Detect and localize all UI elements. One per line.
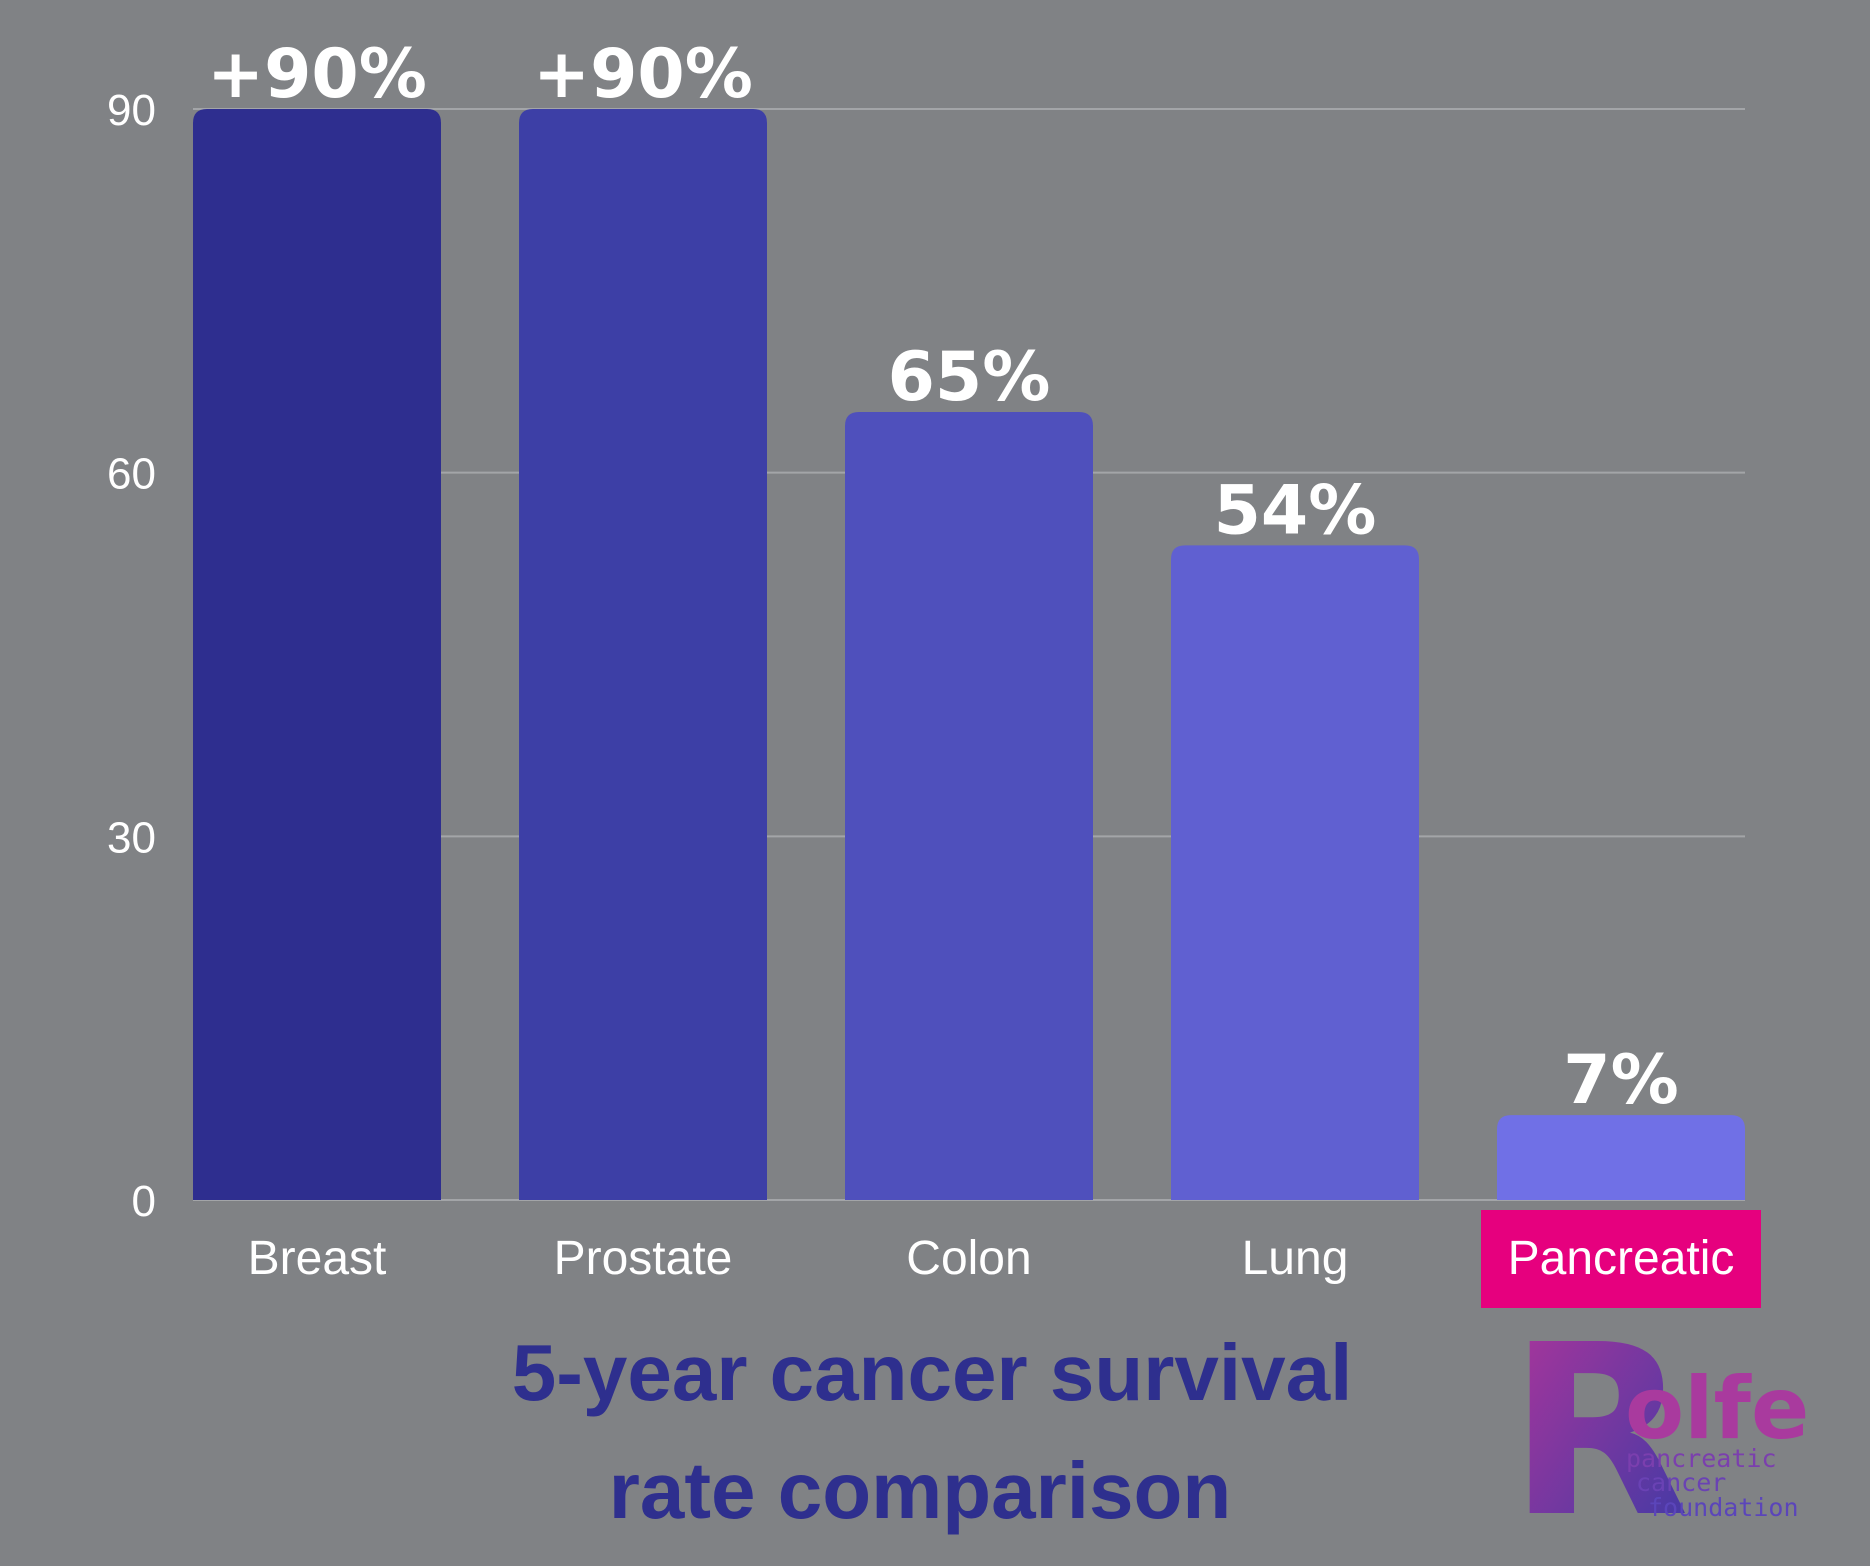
x-tick-label-breast: Breast <box>248 1232 387 1285</box>
x-tick-label-prostate: Prostate <box>554 1232 733 1285</box>
logo-word: olfe <box>1625 1359 1809 1459</box>
bar-lung <box>1171 545 1419 1200</box>
data-label-breast: +90% <box>207 35 427 114</box>
logo-tagline-3: foundation <box>1648 1493 1799 1522</box>
logo-letter: R <box>1508 1294 1690 1566</box>
data-label-prostate: +90% <box>533 35 753 114</box>
chart-title-line-2: rate comparison <box>609 1446 1231 1535</box>
bar-colon <box>845 412 1093 1200</box>
bar-breast <box>193 109 441 1200</box>
y-tick-label: 30 <box>107 813 156 862</box>
x-tick-label-pancreatic: Pancreatic <box>1508 1232 1735 1285</box>
y-axis-ticks: 0 30 60 90 <box>107 86 156 1226</box>
bar-pancreatic <box>1497 1115 1745 1200</box>
x-tick-label-lung: Lung <box>1242 1232 1349 1285</box>
x-tick-label-colon: Colon <box>906 1232 1031 1285</box>
bar-prostate <box>519 109 767 1200</box>
y-tick-label: 0 <box>132 1177 156 1226</box>
data-label-pancreatic: 7% <box>1563 1041 1678 1120</box>
data-labels: +90% +90% 65% 54% 7% <box>207 35 1679 1120</box>
logo-tagline-1: pancreatic <box>1626 1444 1777 1473</box>
data-label-lung: 54% <box>1214 471 1377 550</box>
bars <box>193 109 1745 1200</box>
x-axis-ticks: Breast Prostate Colon Lung Pancreatic <box>248 1210 1761 1308</box>
y-tick-label: 60 <box>107 450 156 499</box>
y-tick-label: 90 <box>107 86 156 135</box>
rolfe-logo: R olfe pancreatic cancer foundation <box>1508 1294 1809 1566</box>
highlight-box <box>1481 1210 1761 1308</box>
logo-tagline-2: cancer <box>1636 1468 1726 1497</box>
chart-title-line-1: 5-year cancer survival <box>512 1328 1353 1417</box>
data-label-colon: 65% <box>888 338 1051 417</box>
